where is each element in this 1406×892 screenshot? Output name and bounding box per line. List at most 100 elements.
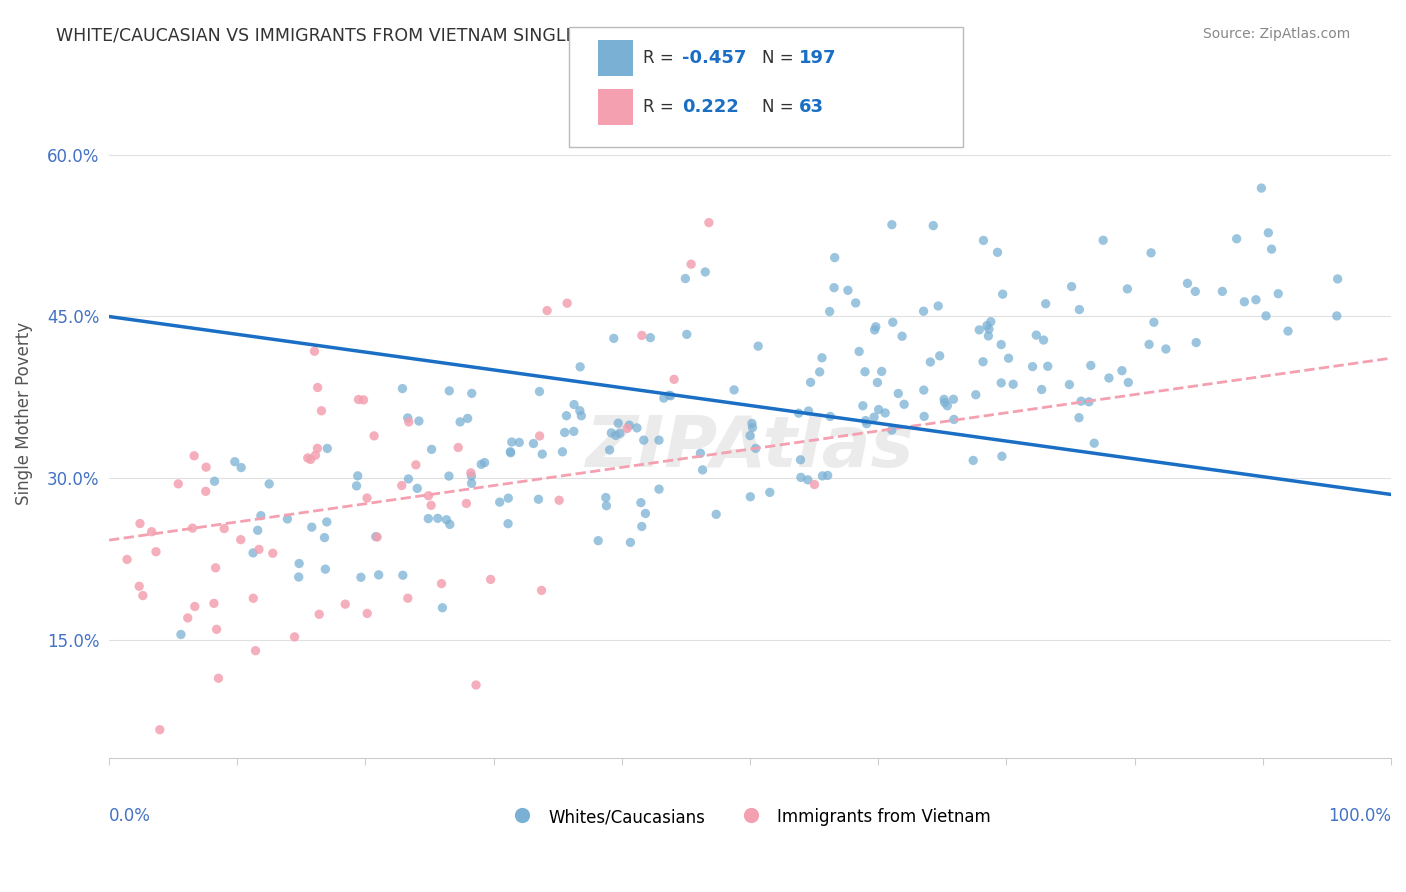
Point: [863, 323, 886, 337]
Point: [396, 472, 419, 486]
Point: [314, 531, 336, 545]
Point: [177, 611, 200, 625]
Point: [972, 234, 994, 248]
Point: [991, 287, 1014, 301]
Text: -0.457: -0.457: [682, 49, 747, 67]
Point: [920, 355, 942, 369]
Point: [976, 318, 998, 333]
Point: [912, 409, 935, 424]
Point: [855, 417, 877, 431]
Point: [408, 414, 430, 428]
Point: [204, 561, 226, 575]
Point: [529, 384, 551, 399]
Point: [808, 365, 831, 379]
Point: [965, 388, 987, 402]
Point: [356, 607, 378, 621]
Point: [304, 448, 326, 462]
Point: [231, 460, 253, 475]
Point: [977, 322, 1000, 336]
Point: [797, 473, 820, 487]
Point: [991, 450, 1014, 464]
Point: [460, 469, 482, 483]
Point: [648, 433, 671, 447]
Point: [304, 344, 326, 359]
Point: [315, 515, 337, 529]
Point: [658, 388, 681, 402]
Point: [662, 372, 685, 386]
Point: [508, 435, 530, 450]
Point: [586, 533, 609, 548]
Point: [616, 421, 638, 435]
Point: [207, 671, 229, 685]
Point: [569, 359, 592, 374]
Point: [569, 409, 592, 423]
Point: [845, 296, 868, 310]
Point: [967, 323, 990, 337]
Point: [335, 597, 357, 611]
Point: [887, 386, 910, 401]
Point: [461, 386, 484, 401]
Point: [297, 450, 319, 465]
Point: [314, 562, 336, 576]
Point: [529, 429, 551, 443]
Point: [418, 511, 440, 525]
Point: [420, 498, 443, 512]
Point: [803, 477, 825, 491]
Point: [439, 384, 461, 398]
Point: [284, 630, 307, 644]
Point: [1140, 245, 1163, 260]
Point: [426, 511, 449, 525]
Point: [704, 508, 727, 522]
Point: [437, 469, 460, 483]
Point: [697, 216, 720, 230]
Point: [439, 517, 461, 532]
Point: [301, 520, 323, 534]
Point: [405, 458, 427, 472]
Point: [149, 723, 172, 737]
Point: [1277, 324, 1299, 338]
Point: [630, 496, 652, 510]
Point: [855, 414, 877, 428]
Point: [1326, 309, 1348, 323]
Point: [460, 476, 482, 491]
Point: [673, 271, 696, 285]
Point: [1059, 377, 1081, 392]
Point: [229, 533, 252, 547]
Point: [536, 303, 558, 318]
Point: [759, 485, 782, 500]
Point: [430, 576, 453, 591]
Point: [250, 508, 273, 523]
Point: [1257, 226, 1279, 240]
Point: [848, 344, 870, 359]
Point: [790, 470, 813, 484]
Point: [741, 417, 763, 431]
Point: [391, 478, 413, 492]
Point: [347, 392, 370, 407]
Point: [741, 420, 763, 434]
Point: [498, 491, 520, 505]
Point: [853, 365, 876, 379]
Point: [787, 406, 810, 420]
Point: [648, 482, 671, 496]
Point: [288, 557, 311, 571]
Point: [789, 452, 811, 467]
Point: [936, 399, 959, 413]
Point: [392, 568, 415, 582]
Point: [205, 623, 228, 637]
Point: [852, 399, 875, 413]
Point: [1080, 359, 1102, 373]
Text: N =: N =: [762, 98, 799, 116]
Point: [818, 409, 841, 424]
Point: [1260, 242, 1282, 256]
Point: [626, 421, 648, 435]
Point: [432, 600, 454, 615]
Point: [242, 591, 264, 606]
Point: [634, 507, 657, 521]
Point: [1032, 333, 1054, 347]
Point: [868, 402, 890, 417]
Text: R =: R =: [643, 49, 679, 67]
Point: [129, 516, 152, 531]
Point: [640, 331, 662, 345]
Point: [396, 591, 419, 606]
Point: [609, 426, 631, 441]
